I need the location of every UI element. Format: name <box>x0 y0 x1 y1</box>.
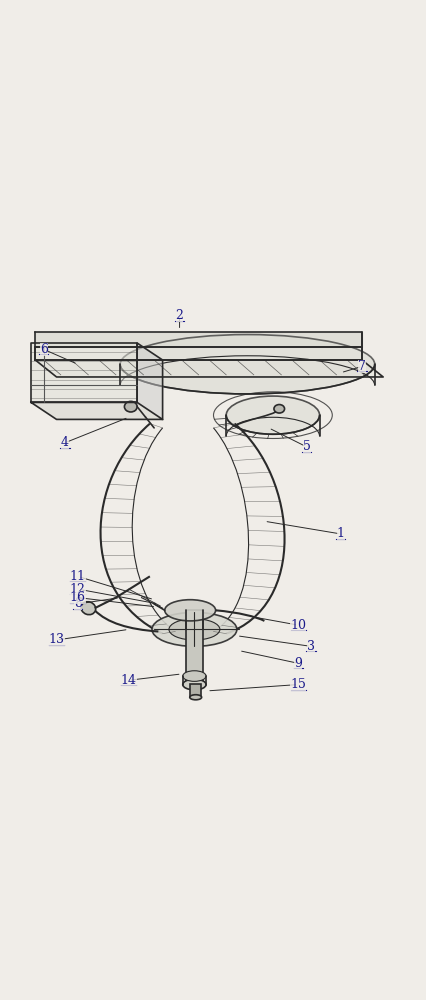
Polygon shape <box>137 343 162 419</box>
Text: 8: 8 <box>74 597 81 610</box>
Ellipse shape <box>189 695 201 700</box>
Text: 14: 14 <box>121 674 136 687</box>
Polygon shape <box>35 360 382 377</box>
Text: 1: 1 <box>336 527 344 540</box>
Text: 12: 12 <box>69 583 86 596</box>
Ellipse shape <box>152 612 236 646</box>
Polygon shape <box>31 343 137 402</box>
Text: 10: 10 <box>290 619 305 632</box>
Text: 15: 15 <box>290 678 305 691</box>
Ellipse shape <box>182 671 206 681</box>
Ellipse shape <box>273 405 284 413</box>
Ellipse shape <box>164 600 215 621</box>
Text: 6: 6 <box>40 343 48 356</box>
Ellipse shape <box>169 619 219 640</box>
Polygon shape <box>31 402 162 419</box>
Ellipse shape <box>182 679 206 690</box>
Bar <box>185 610 202 687</box>
Text: 7: 7 <box>357 360 365 373</box>
Polygon shape <box>35 332 361 347</box>
Text: 5: 5 <box>302 440 310 453</box>
Text: 16: 16 <box>69 591 86 604</box>
Ellipse shape <box>120 335 374 394</box>
Text: 3: 3 <box>306 640 314 653</box>
Bar <box>190 684 200 697</box>
Text: 13: 13 <box>49 633 64 646</box>
Ellipse shape <box>226 396 319 434</box>
Text: 11: 11 <box>69 570 86 583</box>
Ellipse shape <box>124 401 137 412</box>
Text: 4: 4 <box>61 436 69 449</box>
Text: 9: 9 <box>294 657 302 670</box>
Text: 2: 2 <box>175 309 183 322</box>
Ellipse shape <box>81 602 95 615</box>
